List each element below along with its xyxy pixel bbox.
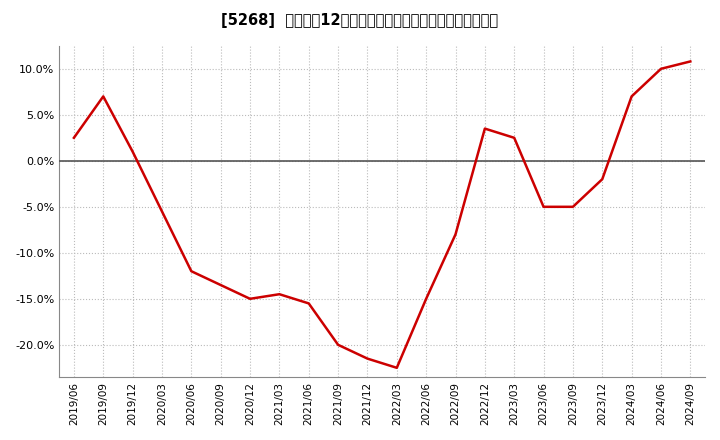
Text: [5268]  売上高の12か月移動合計の対前年同期増減率の推移: [5268] 売上高の12か月移動合計の対前年同期増減率の推移	[222, 13, 498, 28]
